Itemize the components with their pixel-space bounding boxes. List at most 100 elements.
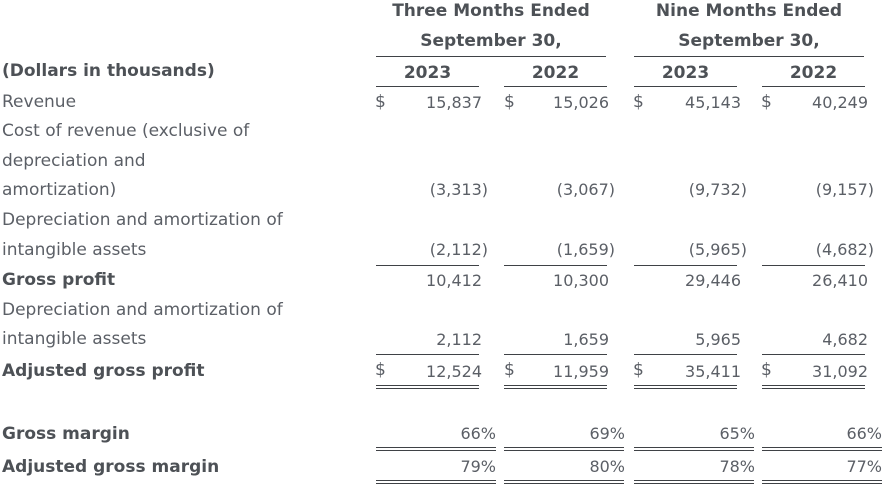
year-col-1: 2023 — [403, 63, 452, 83]
adjusted-gross-margin-value-4: 77% — [846, 457, 882, 476]
gross-profit-value-4: 26,410 — [812, 271, 868, 290]
margin-line-2b — [504, 450, 624, 451]
total-line-4b — [762, 388, 865, 389]
gross-profit-value-3: 29,446 — [685, 271, 741, 290]
adjusted-gross-margin-label: Adjusted gross margin — [2, 457, 220, 477]
margin-line-1a — [376, 447, 496, 448]
gross-margin-label: Gross margin — [2, 424, 130, 444]
year-col-2: 2022 — [531, 63, 580, 83]
three-months-underline — [376, 56, 606, 57]
subtotal-line-8 — [762, 354, 865, 355]
depreciation-label-line2: intangible assets — [2, 240, 147, 260]
total-line-2a — [504, 385, 607, 386]
nine-months-header-line1: Nine Months Ended — [655, 1, 843, 21]
depreciation-value-1: (2,112) — [429, 240, 488, 259]
year-col-3: 2023 — [661, 63, 710, 83]
depreciation-addback-value-3: 5,965 — [695, 330, 741, 349]
cost-of-revenue-label-line3: amortization) — [2, 180, 117, 200]
subtotal-line-7 — [634, 354, 737, 355]
adjusted-gross-margin-value-1: 79% — [460, 457, 496, 476]
adj-margin-line-4a — [762, 480, 882, 481]
gross-profit-value-1: 10,412 — [426, 271, 482, 290]
cost-of-revenue-value-2: (3,067) — [556, 180, 615, 199]
margin-line-4b — [762, 450, 882, 451]
margin-line-1b — [376, 450, 496, 451]
total-line-1b — [376, 388, 479, 389]
depreciation-value-4: (4,682) — [815, 240, 874, 259]
three-months-header-line1: Three Months Ended — [392, 1, 590, 21]
gross-margin-value-4: 66% — [846, 424, 882, 443]
gross-profit-label: Gross profit — [2, 270, 116, 290]
adj-margin-line-3a — [634, 480, 754, 481]
nine-months-header-line2: September 30, — [678, 31, 820, 51]
currency-symbol: $ — [504, 92, 515, 112]
subtotal-line-5 — [376, 354, 479, 355]
cost-of-revenue-label-line1: Cost of revenue (exclusive of — [2, 121, 250, 141]
revenue-label: Revenue — [2, 92, 77, 112]
year-col-4: 2022 — [789, 63, 838, 83]
subtotal-line-1 — [376, 265, 479, 266]
adj-margin-line-1a — [376, 480, 496, 481]
margin-line-4a — [762, 447, 882, 448]
cost-of-revenue-value-1: (3,313) — [429, 180, 488, 199]
margin-line-3a — [634, 447, 754, 448]
depreciation-label-line1: Depreciation and amortization of — [2, 210, 283, 230]
currency-symbol: $ — [504, 360, 515, 380]
revenue-value-3: 45,143 — [685, 93, 741, 112]
adjusted-gross-profit-value-3: 35,411 — [685, 362, 741, 381]
cost-of-revenue-label-line2: depreciation and — [2, 151, 146, 171]
subtotal-line-4 — [762, 265, 865, 266]
total-line-3b — [634, 388, 737, 389]
subtotal-line-2 — [504, 265, 607, 266]
adj-margin-line-3b — [634, 483, 754, 484]
margin-line-3b — [634, 450, 754, 451]
gross-margin-value-1: 66% — [460, 424, 496, 443]
year-underline-3 — [634, 86, 737, 87]
gross-margin-value-3: 65% — [719, 424, 755, 443]
total-line-4a — [762, 385, 865, 386]
subtotal-line-3 — [634, 265, 737, 266]
depreciation-addback-label-line2: intangible assets — [2, 329, 147, 349]
adjusted-gross-profit-value-4: 31,092 — [812, 362, 868, 381]
currency-symbol: $ — [633, 92, 644, 112]
revenue-value-4: 40,249 — [812, 93, 868, 112]
margin-line-2a — [504, 447, 624, 448]
gross-margin-value-2: 69% — [589, 424, 625, 443]
adj-margin-line-2b — [504, 483, 624, 484]
adjusted-gross-margin-value-3: 78% — [719, 457, 755, 476]
gross-profit-value-2: 10,300 — [553, 271, 609, 290]
currency-symbol: $ — [761, 92, 772, 112]
adjusted-gross-profit-label: Adjusted gross profit — [2, 361, 205, 381]
year-underline-2 — [504, 86, 607, 87]
depreciation-addback-value-2: 1,659 — [563, 330, 609, 349]
total-line-2b — [504, 388, 607, 389]
adjusted-gross-profit-value-1: 12,524 — [426, 362, 482, 381]
adjusted-gross-margin-value-2: 80% — [589, 457, 625, 476]
three-months-header-line2: September 30, — [420, 31, 562, 51]
depreciation-value-3: (5,965) — [688, 240, 747, 259]
subtotal-line-6 — [504, 354, 607, 355]
adj-margin-line-1b — [376, 483, 496, 484]
currency-symbol: $ — [761, 360, 772, 380]
total-line-3a — [634, 385, 737, 386]
year-underline-1 — [376, 86, 479, 87]
cost-of-revenue-value-4: (9,157) — [815, 180, 874, 199]
adjusted-gross-profit-value-2: 11,959 — [553, 362, 609, 381]
depreciation-addback-value-4: 4,682 — [822, 330, 868, 349]
adj-margin-line-4b — [762, 483, 882, 484]
year-underline-4 — [762, 86, 865, 87]
total-line-1a — [376, 385, 479, 386]
depreciation-addback-label-line1: Depreciation and amortization of — [2, 300, 283, 320]
depreciation-addback-value-1: 2,112 — [436, 330, 482, 349]
units-label: (Dollars in thousands) — [2, 61, 215, 81]
currency-symbol: $ — [375, 92, 386, 112]
currency-symbol: $ — [375, 360, 386, 380]
revenue-value-1: 15,837 — [426, 93, 482, 112]
adj-margin-line-2a — [504, 480, 624, 481]
nine-months-underline — [634, 56, 864, 57]
depreciation-value-2: (1,659) — [556, 240, 615, 259]
currency-symbol: $ — [633, 360, 644, 380]
revenue-value-2: 15,026 — [553, 93, 609, 112]
cost-of-revenue-value-3: (9,732) — [688, 180, 747, 199]
